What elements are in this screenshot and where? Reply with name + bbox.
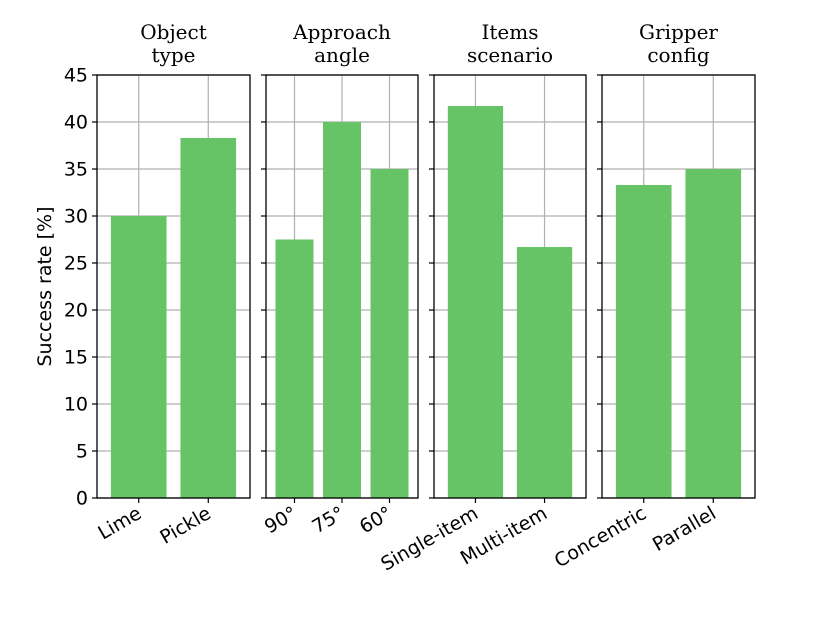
x-tick-label: 60°: [356, 502, 396, 538]
panel-frame: [601, 74, 756, 499]
panel-title-line: scenario: [467, 43, 553, 67]
y-tick-label: 25: [64, 253, 88, 275]
panel-title-line: Approach: [292, 20, 391, 44]
bar-single-item: [447, 106, 504, 499]
y-tick-label: 30: [64, 206, 88, 228]
y-tick-label: 45: [64, 65, 88, 87]
bar-parallel: [685, 169, 742, 498]
bar-pickle: [180, 137, 237, 499]
panel-title-line: Items: [481, 20, 538, 44]
y-tick-label: 15: [64, 347, 88, 369]
panel-title-line: angle: [314, 43, 370, 67]
y-tick-label: 40: [64, 112, 88, 134]
bar-60-: [370, 169, 409, 498]
x-tick-label: Pickle: [156, 502, 214, 548]
x-tick-label: 75°: [308, 502, 348, 538]
bar-concentric: [615, 184, 672, 499]
y-tick-label: 35: [64, 159, 88, 181]
y-axis-label: Success rate [%]: [34, 206, 56, 366]
x-tick-label: Concentric: [551, 502, 650, 572]
bar-multi-item: [516, 247, 573, 498]
y-tick-label: 20: [64, 300, 88, 322]
bar-75-: [323, 122, 361, 498]
panel-frame: [96, 74, 251, 499]
panel-title-line: type: [152, 43, 196, 67]
bar-lime: [110, 216, 167, 498]
panel-title-line: Object: [140, 20, 206, 44]
x-tick-label: 90°: [261, 502, 301, 538]
panel-title-line: config: [647, 43, 709, 67]
panel-title-line: Gripper: [639, 20, 718, 44]
y-tick-label: 10: [64, 394, 88, 416]
y-tick-label: 5: [76, 441, 88, 463]
y-tick-label: 0: [76, 488, 88, 510]
bar-90-: [275, 239, 314, 498]
x-tick-label: Parallel: [649, 502, 720, 556]
panel-frame: [433, 74, 587, 499]
x-tick-label: Lime: [94, 502, 145, 544]
